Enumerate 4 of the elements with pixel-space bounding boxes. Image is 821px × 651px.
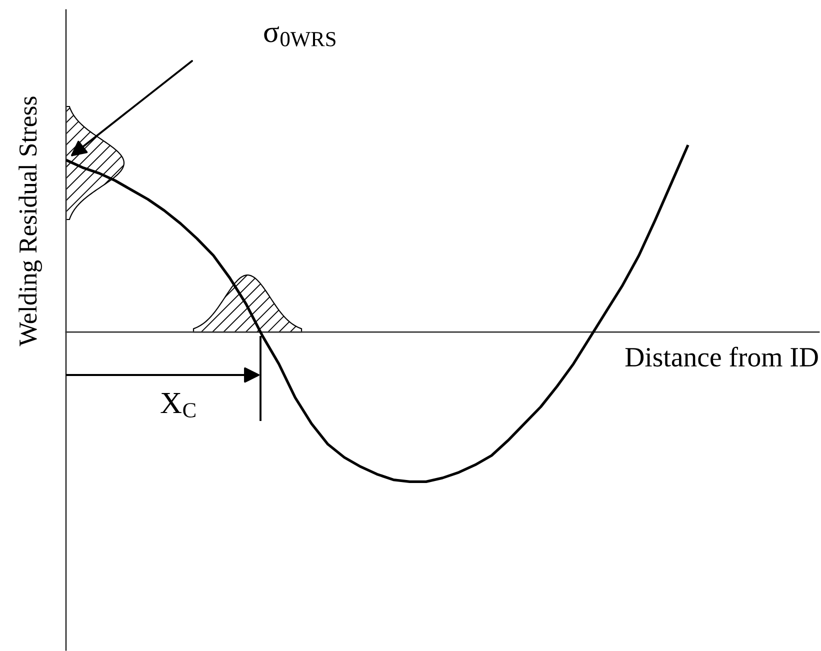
x-axis-title: Distance from ID (625, 346, 818, 367)
y-axis-title: Welding Residual Stress (18, 96, 42, 346)
text: σ$_{0WRS}$ (264, 26, 336, 46)
annotation: X$_{C}$ (160, 393, 196, 418)
